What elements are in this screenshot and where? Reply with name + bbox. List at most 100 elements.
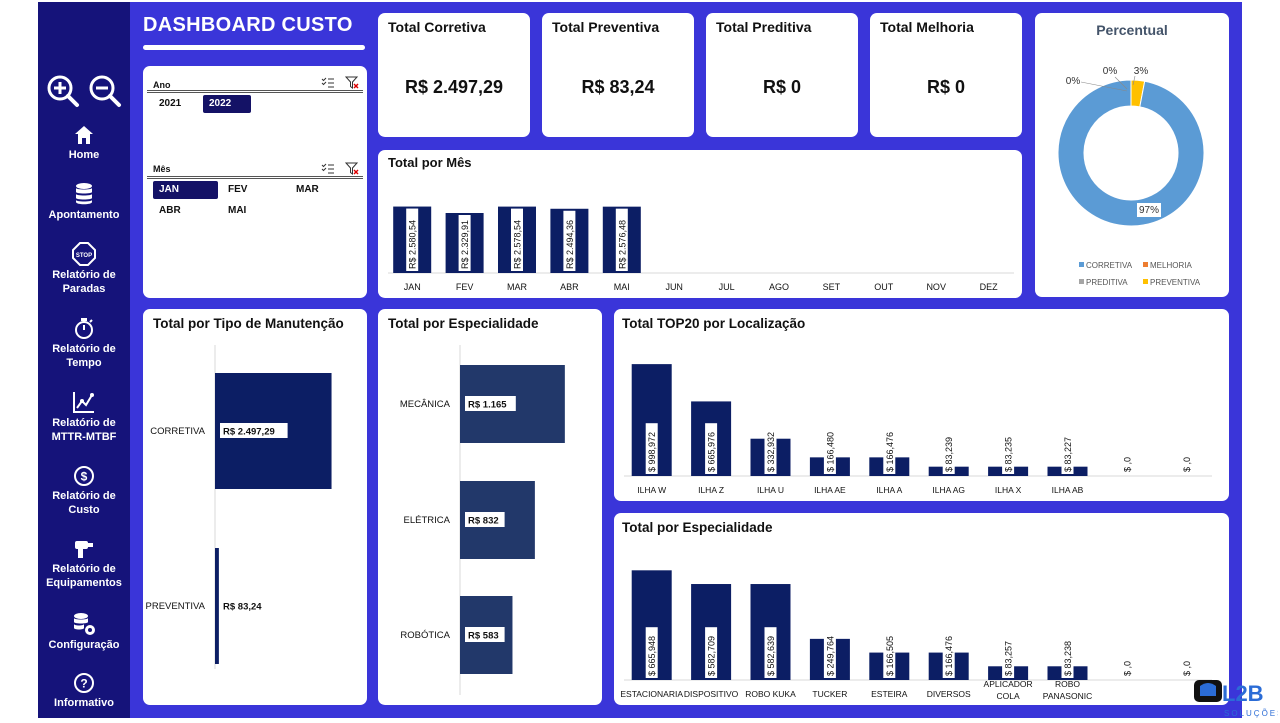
zoom-in-icon[interactable]: [46, 74, 80, 113]
data-label-box: [406, 208, 419, 271]
data-label: $ 83,235: [1004, 437, 1014, 472]
x-tick-label: DIVERSOS: [927, 689, 971, 699]
top20-chart: Total TOP20 por Localização ILHA W $ 998,9…: [622, 316, 1212, 495]
data-label: $ 83,257: [1004, 641, 1014, 676]
kpi-card-preditiva: Total Preditiva R$ 0: [706, 13, 858, 137]
data-label-box: [511, 208, 523, 271]
data-label-box: [823, 423, 836, 474]
sidebar-item-informativo[interactable]: ? Informativo: [38, 672, 130, 710]
data-label: $ 166,476: [944, 636, 954, 676]
data-label-box: [465, 396, 516, 411]
kpi-label: Total Preventiva: [552, 19, 660, 35]
x-tick-label: DEZ: [980, 282, 999, 292]
sidebar: Home Apontamento STOP Relatório de Parad…: [38, 2, 130, 718]
slicer-mes-jan[interactable]: JAN: [153, 181, 218, 199]
y-tick-label: ROBÓTICA: [400, 630, 450, 641]
pie-label-preditiva: 0%: [1066, 76, 1081, 87]
x-tick-label: JUL: [719, 282, 735, 292]
slicer-mes-label: Mês: [153, 164, 171, 174]
x-tick-label: JUN: [665, 282, 683, 292]
bar: [215, 548, 219, 664]
sidebar-item-apontamento[interactable]: Apontamento: [38, 182, 130, 222]
logo-text: L2B: [1222, 681, 1264, 706]
svg-text:$: $: [81, 470, 88, 484]
data-label-box: [942, 428, 955, 474]
slicer-mes-mar[interactable]: MAR: [296, 184, 319, 195]
data-label-box: [645, 627, 658, 678]
y-tick-label: ELÉTRICA: [404, 515, 451, 526]
database-icon: [76, 183, 92, 205]
question-icon: ?: [74, 673, 94, 693]
data-label: $ 582,709: [707, 636, 717, 676]
database-gear-icon: [74, 613, 95, 635]
y-tick-label: MECÂNICA: [400, 399, 451, 410]
data-label: R$ 2.329,91: [460, 220, 470, 269]
x-tick-label: DISPOSITIVO: [684, 689, 739, 699]
sidebar-item-home[interactable]: Home: [38, 124, 130, 162]
sidebar-item-equipamentos[interactable]: Relatório de Equipamentos: [38, 538, 130, 590]
data-label-box: [615, 208, 628, 271]
pie-label-melhoria: 0%: [1103, 66, 1118, 77]
multi-select-icon[interactable]: [321, 76, 335, 90]
slicer-ano-2021[interactable]: 2021: [159, 98, 182, 109]
data-label-box: [1061, 632, 1074, 678]
data-label-box: [764, 627, 777, 678]
data-label: $ 83,238: [1063, 641, 1073, 676]
page-title: DASHBOARD CUSTO: [143, 14, 353, 36]
sidebar-item-configuracao[interactable]: Configuração: [38, 612, 130, 652]
data-label: $ 83,227: [1063, 437, 1073, 472]
x-tick-label: JAN: [404, 282, 421, 292]
slicer-ano-2022[interactable]: 2022: [203, 95, 251, 113]
x-tick-label: ILHA Z: [698, 485, 724, 495]
stop-sign-icon: STOP: [72, 242, 96, 266]
x-tick-label: ILHA X: [995, 485, 1022, 495]
sidebar-item-label: Relatório de Paradas: [52, 269, 116, 295]
clear-filter-icon[interactable]: [345, 162, 359, 176]
clear-filter-icon[interactable]: [345, 76, 359, 90]
sidebar-item-label: Informativo: [54, 697, 114, 709]
data-label: $ ,0: [1182, 661, 1192, 676]
data-label-box: [883, 423, 896, 474]
kpi-card-preventiva: Total Preventiva R$ 83,24: [542, 13, 694, 137]
x-tick-label: ROBO KUKA: [745, 689, 796, 699]
leader-line: [1080, 81, 1128, 92]
chart-title: Percentual: [1096, 22, 1168, 38]
x-tick-label: TUCKER: [812, 689, 847, 699]
stopwatch-icon: [75, 318, 93, 339]
data-label: $ 332,932: [766, 432, 776, 472]
svg-text:STOP: STOP: [76, 253, 92, 259]
slicer-mes-fev[interactable]: FEV: [228, 184, 248, 195]
slicer-mes-mai[interactable]: MAI: [228, 205, 247, 216]
x-tick-label: ILHA U: [757, 485, 784, 495]
especialidade-v-card: Total por Especialidade ESTACIONARIA $ 665…: [614, 513, 1229, 705]
sidebar-item-custo[interactable]: $ Relatório de Custo: [38, 465, 130, 517]
sidebar-item-paradas[interactable]: STOP Relatório de Paradas: [38, 242, 130, 296]
sidebar-item-mttr-mtbf[interactable]: Relatório de MTTR-MTBF: [38, 390, 130, 444]
x-tick-label: SET: [823, 282, 841, 292]
data-label: $ ,0: [1122, 661, 1132, 676]
legend-item: CORRETIVA: [1086, 261, 1133, 270]
kpi-value: R$ 83,24: [581, 77, 655, 97]
data-label-box: [465, 627, 505, 642]
data-label: $ 166,480: [825, 432, 835, 472]
especialidade-h-card: Total por Especialidade MECÂNICA R$ 1.165 E…: [378, 309, 602, 705]
data-label: $ 665,948: [647, 636, 657, 676]
data-label-box: [220, 423, 288, 438]
data-label-box: [1002, 632, 1015, 678]
multi-select-icon[interactable]: [321, 162, 335, 176]
data-label-box: [645, 423, 658, 474]
zoom-out-icon[interactable]: [88, 74, 122, 113]
kpi-value: R$ 2.497,29: [404, 77, 504, 97]
pie-label-corretiva: 97%: [1139, 205, 1159, 216]
slicer-mes-abr[interactable]: ABR: [159, 205, 181, 216]
title-block: DASHBOARD CUSTO: [143, 14, 353, 37]
legend-item: PREVENTIVA: [1150, 278, 1201, 287]
y-tick-label: CORRETIVA: [150, 426, 205, 437]
brand-logo: L2B SOLUÇÕES: [1192, 676, 1280, 718]
data-label: $ 582,639: [766, 636, 776, 676]
sidebar-item-tempo[interactable]: Relatório de Tempo: [38, 316, 130, 370]
chart-title: Total por Tipo de Manutenção: [153, 316, 344, 331]
legend-swatch: [1079, 262, 1084, 267]
data-label: $ 249,764: [825, 636, 835, 676]
kpi-value: R$ 0: [926, 77, 966, 97]
